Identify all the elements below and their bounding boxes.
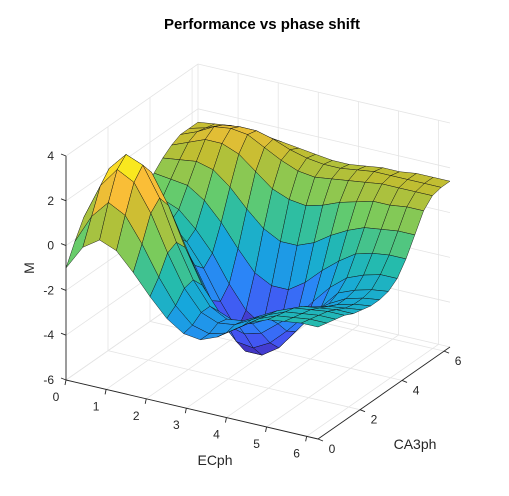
y-tick-label: 2 xyxy=(371,413,378,427)
y-tick-mark xyxy=(401,380,408,383)
x-tick-label: 2 xyxy=(133,409,140,423)
x-tick-mark xyxy=(144,398,147,404)
z-axis-label: M xyxy=(21,262,37,274)
z-tick-label: -2 xyxy=(43,283,54,297)
y-tick-label: 0 xyxy=(329,442,336,456)
x-tick-mark xyxy=(64,379,67,386)
x-tick-mark xyxy=(184,408,187,414)
y-tick-mark xyxy=(359,409,366,413)
z-tick-label: 4 xyxy=(47,149,54,163)
x-tick-label: 3 xyxy=(173,418,180,432)
x-axis-line xyxy=(65,379,319,440)
x-tick-label: 5 xyxy=(253,437,260,451)
z-tick-mark xyxy=(60,153,67,157)
x-tick-mark xyxy=(224,417,227,423)
y-tick-label: 6 xyxy=(455,354,462,368)
z-tick-label: 2 xyxy=(47,194,54,208)
y-axis-line xyxy=(317,346,451,440)
y-tick-label: 4 xyxy=(413,383,420,397)
x-tick-label: 0 xyxy=(53,390,60,404)
y-tick-mark xyxy=(443,350,450,354)
z-tick-mark xyxy=(60,377,67,381)
z-tick-label: -6 xyxy=(43,373,54,387)
x-tick-label: 4 xyxy=(213,428,220,442)
z-tick-mark xyxy=(60,198,67,202)
tick-layer: 0 1 2 3 4 5 6 0 2 4 6 4 2 0 -2 -4 -6 xyxy=(43,149,461,460)
chart-title: Performance vs phase shift xyxy=(164,16,360,33)
x-tick-mark xyxy=(305,436,308,442)
z-tick-mark xyxy=(60,332,67,336)
surface-layer xyxy=(65,121,451,356)
z-tick-label: 0 xyxy=(47,239,54,253)
z-tick-label: -4 xyxy=(43,328,54,342)
x-tick-label: 1 xyxy=(93,399,100,413)
grid-line-z xyxy=(65,63,451,157)
y-tick-mark xyxy=(317,438,324,442)
x-axis-label: ECph xyxy=(197,452,232,468)
y-axis-label: CA3ph xyxy=(394,436,437,452)
x-tick-mark xyxy=(265,426,267,433)
z-tick-mark xyxy=(60,243,67,247)
surface-cell xyxy=(300,318,328,328)
x-tick-label: 6 xyxy=(293,446,300,460)
z-tick-mark xyxy=(60,287,67,291)
x-tick-mark xyxy=(104,389,107,395)
